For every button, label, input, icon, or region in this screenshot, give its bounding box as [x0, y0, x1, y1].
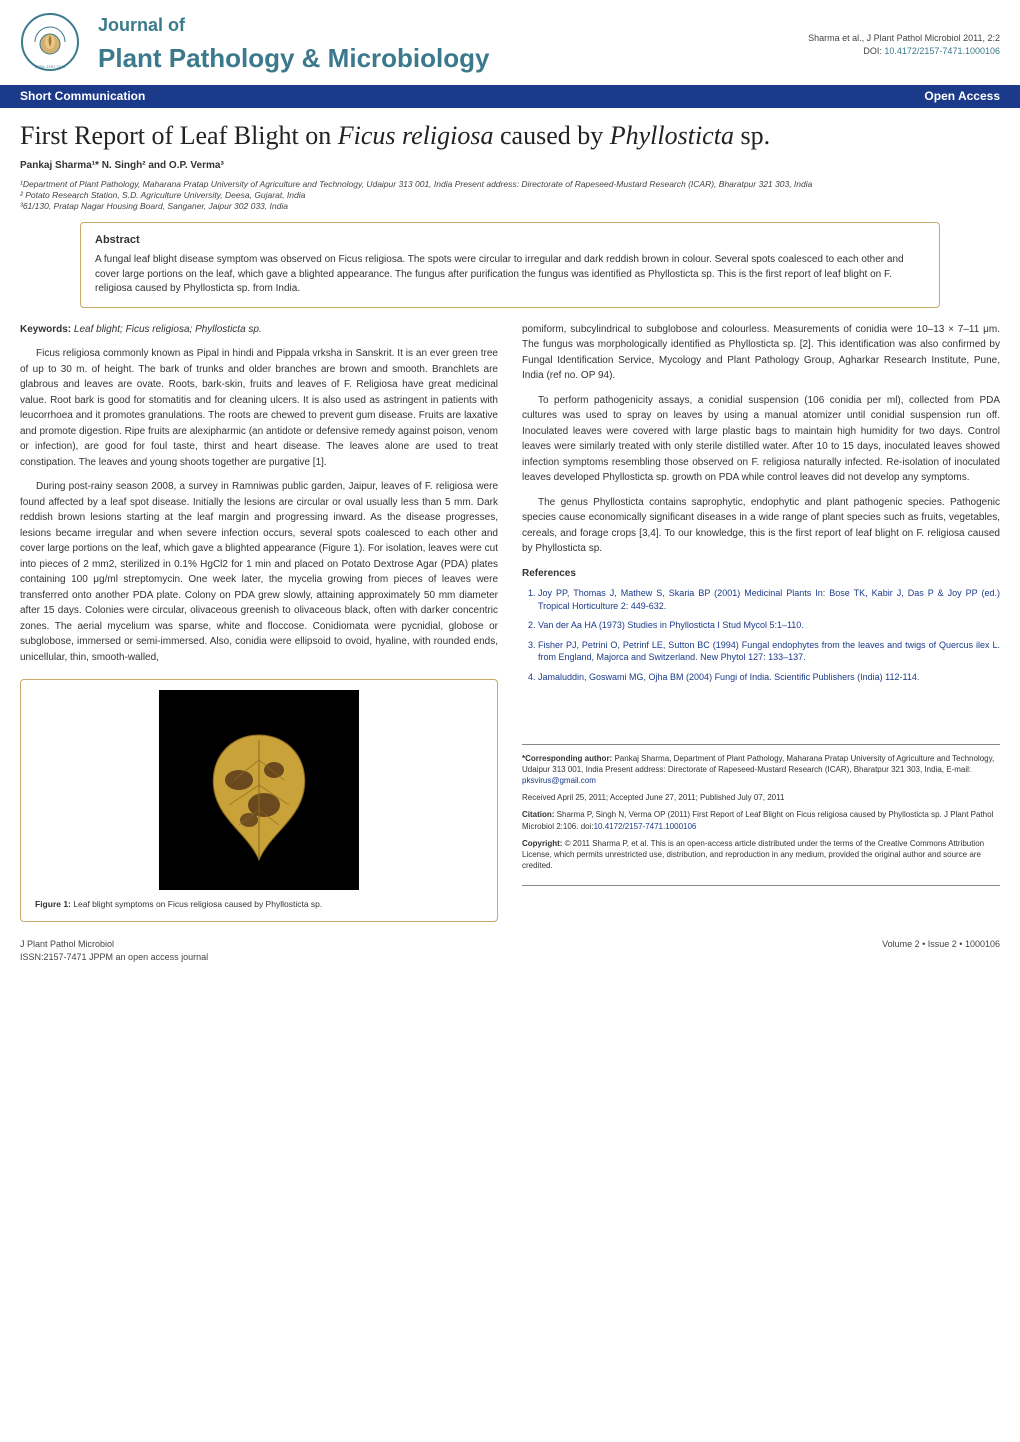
reference-item: Joy PP, Thomas J, Mathew S, Skaria BP (2… [538, 587, 1000, 612]
journal-name: Plant Pathology & Microbiology [98, 40, 808, 76]
references-list: Joy PP, Thomas J, Mathew S, Skaria BP (2… [522, 587, 1000, 684]
footer-right: Volume 2 • Issue 2 • 1000106 [882, 938, 1000, 963]
figure-1-image [159, 690, 359, 890]
abstract-heading: Abstract [95, 233, 925, 248]
body-columns: Keywords: Leaf blight; Ficus religiosa; … [0, 322, 1020, 923]
abstract-box: Abstract A fungal leaf blight disease sy… [80, 222, 940, 308]
figure-1-caption: Figure 1: Leaf blight symptoms on Ficus … [31, 898, 487, 911]
journal-of-label: Journal of [98, 13, 808, 38]
issn-text: ISSN: 2157-7471 [35, 64, 66, 69]
article-title: First Report of Leaf Blight on Ficus rel… [0, 108, 1020, 158]
figure-1-box: Figure 1: Leaf blight symptoms on Ficus … [20, 679, 498, 922]
reference-link-4[interactable]: Jamaluddin, Goswami MG, Ojha BM (2004) F… [538, 672, 919, 682]
reference-link-2[interactable]: Van der Aa HA (1973) Studies in Phyllost… [538, 620, 804, 630]
email-link[interactable]: pksvirus@gmail.com [522, 776, 596, 785]
section-bar: Short Communication Open Access [0, 85, 1020, 108]
leaf-illustration-icon [179, 710, 339, 870]
left-column: Keywords: Leaf blight; Ficus religiosa; … [20, 322, 498, 923]
citation-line: Sharma et al., J Plant Pathol Microbiol … [808, 32, 1000, 45]
footer-journal-abbrev: J Plant Pathol Microbiol [20, 938, 208, 951]
copyright-block: Copyright: © 2011 Sharma P, et al. This … [522, 838, 1000, 872]
reference-link-1[interactable]: Joy PP, Thomas J, Mathew S, Skaria BP (2… [538, 588, 1000, 611]
body-para-1: Ficus religiosa commonly known as Pipal … [20, 346, 498, 470]
footer-left: J Plant Pathol Microbiol ISSN:2157-7471 … [20, 938, 208, 963]
keywords-line: Keywords: Leaf blight; Ficus religiosa; … [20, 322, 498, 338]
right-column: pomiform, subcylindrical to subglobose a… [522, 322, 1000, 923]
authors-line: Pankaj Sharma¹* N. Singh² and O.P. Verma… [0, 159, 1020, 179]
affiliation-2: ² Potato Research Station, S.D. Agricult… [20, 190, 1000, 201]
body-para-3: pomiform, subcylindrical to subglobose a… [522, 322, 1000, 384]
corresponding-author: *Corresponding author: Pankaj Sharma, De… [522, 753, 1000, 787]
citation-block: Citation: Sharma P, Singh N, Verma OP (2… [522, 809, 1000, 831]
references-heading: References [522, 566, 1000, 582]
body-para-2: During post-rainy season 2008, a survey … [20, 479, 498, 665]
doi-line: DOI: 10.4172/2157-7471.1000106 [808, 45, 1000, 58]
reference-item: Fisher PJ, Petrini O, Petrinf LE, Sutton… [538, 639, 1000, 664]
dates-line: Received April 25, 2011; Accepted June 2… [522, 792, 1000, 803]
open-access-label: Open Access [924, 88, 1000, 105]
article-metadata-box: *Corresponding author: Pankaj Sharma, De… [522, 744, 1000, 887]
body-para-4: To perform pathogenicity assays, a conid… [522, 393, 1000, 486]
logo-cell: ISSN: 2157-7471 [20, 12, 90, 77]
affiliation-3: ³61/130, Pratap Nagar Housing Board, San… [20, 201, 1000, 212]
footer-issn-line: ISSN:2157-7471 JPPM an open access journ… [20, 951, 208, 964]
reference-item: Van der Aa HA (1973) Studies in Phyllost… [538, 619, 1000, 632]
journal-header: ISSN: 2157-7471 Journal of Plant Patholo… [0, 0, 1020, 85]
abstract-text: A fungal leaf blight disease symptom was… [95, 253, 925, 297]
reference-item: Jamaluddin, Goswami MG, Ojha BM (2004) F… [538, 671, 1000, 684]
journal-title-block: Journal of Plant Pathology & Microbiolog… [90, 13, 808, 77]
article-type-label: Short Communication [20, 88, 145, 105]
header-citation: Sharma et al., J Plant Pathol Microbiol … [808, 32, 1000, 57]
affiliations: ¹Department of Plant Pathology, Maharana… [0, 179, 1020, 222]
doi-link[interactable]: 10.4172/2157-7471.1000106 [884, 46, 1000, 56]
citation-doi-link[interactable]: 10.4172/2157-7471.1000106 [594, 822, 697, 831]
reference-link-3[interactable]: Fisher PJ, Petrini O, Petrinf LE, Sutton… [538, 640, 1000, 663]
page-footer: J Plant Pathol Microbiol ISSN:2157-7471 … [0, 922, 1020, 973]
affiliation-1: ¹Department of Plant Pathology, Maharana… [20, 179, 1000, 190]
body-para-5: The genus Phyllosticta contains saprophy… [522, 495, 1000, 557]
journal-logo-icon: ISSN: 2157-7471 [20, 12, 80, 72]
